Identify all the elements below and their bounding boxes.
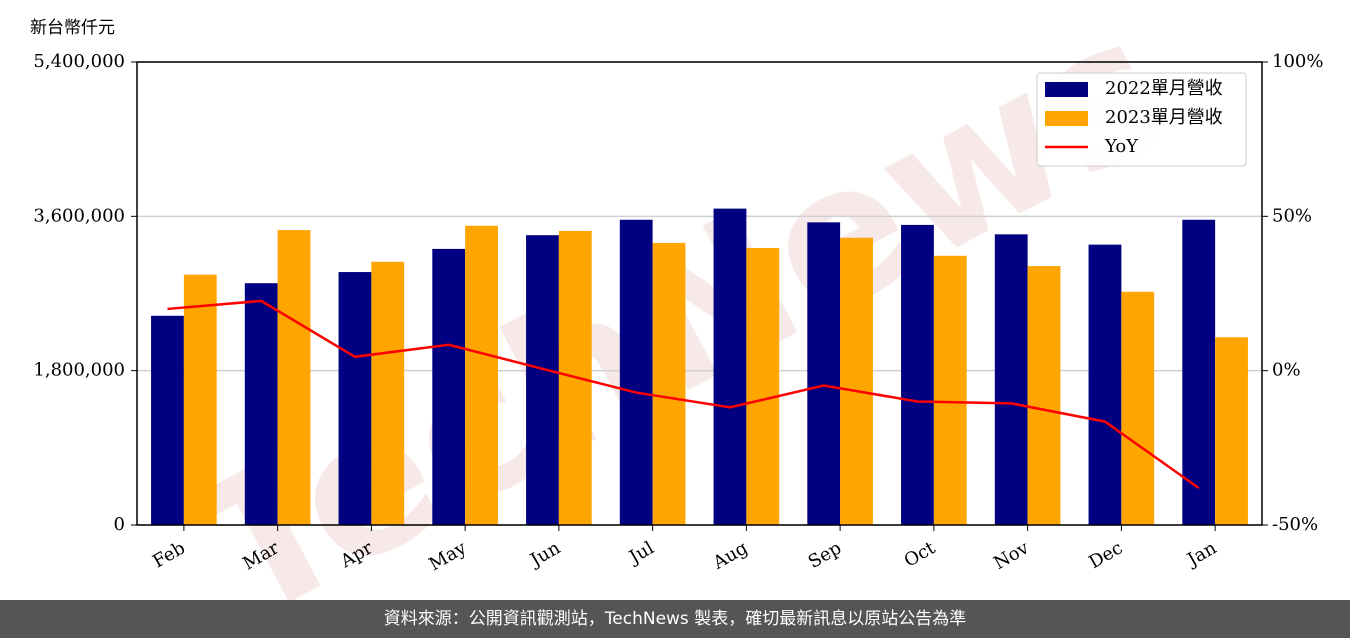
x-tick-label: Oct xyxy=(901,537,940,572)
y2-tick-label: -50% xyxy=(1272,514,1318,535)
bar xyxy=(840,237,873,525)
y2-tick-label: 100% xyxy=(1272,51,1323,72)
legend-label: YoY xyxy=(1104,136,1139,157)
bar xyxy=(652,242,686,525)
y-unit-label: 新台幣仟元 xyxy=(30,18,115,38)
bar xyxy=(1182,219,1216,525)
legend-swatch xyxy=(1045,111,1088,126)
bar xyxy=(901,224,934,525)
bar xyxy=(1027,266,1061,525)
bar xyxy=(432,248,466,526)
bar xyxy=(277,230,311,525)
plot-frame xyxy=(136,61,1263,526)
legend-label: 2022單月營收 xyxy=(1105,78,1223,99)
x-tick-label: Dec xyxy=(1085,537,1126,573)
bar xyxy=(1215,337,1248,525)
bar xyxy=(713,208,747,525)
bar xyxy=(183,274,217,525)
legend-label: 2023單月營收 xyxy=(1105,107,1223,128)
bar xyxy=(619,219,653,525)
legend-swatch xyxy=(1045,82,1088,97)
legend: 2022單月營收 2023單月營收 YoY xyxy=(1036,72,1247,167)
y2-tick-label: 50% xyxy=(1272,205,1312,226)
x-tick-label: Feb xyxy=(149,537,189,572)
bar xyxy=(371,261,405,525)
x-tick-label: Jan xyxy=(1182,537,1220,571)
x-tick-label: Jun xyxy=(525,537,564,572)
y-tick-label: 0 xyxy=(114,514,125,535)
bar xyxy=(994,234,1028,526)
bar xyxy=(151,315,184,525)
bar xyxy=(338,272,372,525)
bar xyxy=(933,255,967,525)
y-tick-label: 1,800,000 xyxy=(33,360,125,381)
legend-box xyxy=(1036,72,1247,167)
y-tick-label: 5,400,000 xyxy=(33,51,125,72)
y-tick-label: 3,600,000 xyxy=(33,205,125,226)
x-tick-label: Jul xyxy=(624,537,658,569)
bar xyxy=(1088,244,1122,525)
bar xyxy=(1121,291,1155,525)
footer: 資料來源：公開資訊觀測站，TechNews 製表，確切最新訊息以原站公告為準 xyxy=(0,600,1350,638)
bar xyxy=(465,225,498,525)
x-tick-label: Nov xyxy=(990,537,1033,574)
bar xyxy=(244,283,278,525)
x-tick-label: Sep xyxy=(805,537,845,572)
yoy-line xyxy=(167,299,1200,489)
bar xyxy=(526,235,559,525)
chart: 新台幣仟元 TechNews 01,800,0003,600,0005,400,… xyxy=(30,0,1323,638)
bar xyxy=(746,248,780,525)
x-tick-label: Aug xyxy=(709,537,752,574)
bar xyxy=(807,222,841,525)
y2-tick-label: 0% xyxy=(1272,360,1301,381)
